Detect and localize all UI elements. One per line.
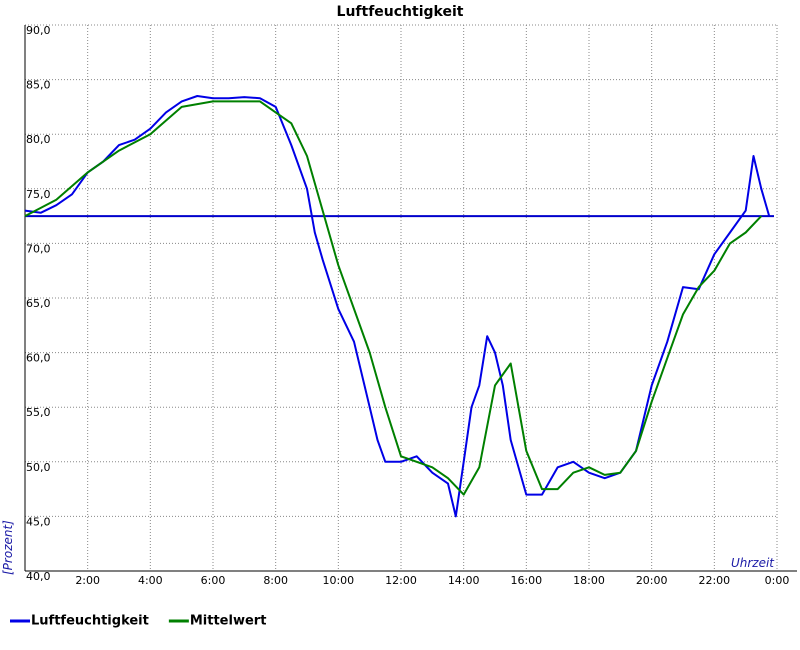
y-tick-label: 70,0 xyxy=(26,242,51,255)
grid xyxy=(24,24,797,572)
x-tick-label: 12:00 xyxy=(385,574,417,587)
legend-label: Mittelwert xyxy=(190,614,267,629)
y-tick-label: 85,0 xyxy=(26,79,51,92)
y-tick-label: 75,0 xyxy=(26,188,51,201)
x-tick-label: 4:00 xyxy=(138,574,163,587)
y-tick-label: 45,0 xyxy=(26,515,51,528)
x-tick-label: 10:00 xyxy=(322,574,354,587)
legend: Luftfeuchtigkeit Mittelwert xyxy=(10,614,266,629)
x-tick-label: 2:00 xyxy=(75,574,100,587)
x-axis-title: Uhrzeit xyxy=(731,556,775,570)
legend-label: Luftfeuchtigkeit xyxy=(31,614,149,629)
x-tick-label: 14:00 xyxy=(448,574,480,587)
y-axis-title: [Prozent] xyxy=(1,520,15,575)
y-tick-label: 80,0 xyxy=(26,133,51,146)
y-tick-label: 50,0 xyxy=(26,461,51,474)
y-tick-label: 90,0 xyxy=(26,24,51,37)
x-tick-label: 8:00 xyxy=(263,574,288,587)
chart-title: Luftfeuchtigkeit xyxy=(337,4,464,20)
plot-area xyxy=(24,95,774,518)
y-tick-label: 55,0 xyxy=(26,406,51,419)
x-tick-label: 16:00 xyxy=(510,574,542,587)
x-tick-label: 18:00 xyxy=(573,574,605,587)
y-tick-label: 40,0 xyxy=(26,570,51,583)
x-tick-label: 22:00 xyxy=(698,574,730,587)
y-tick-label: 60,0 xyxy=(26,352,51,365)
data-line xyxy=(24,100,763,496)
y-tick-label: 65,0 xyxy=(26,297,51,310)
data-line xyxy=(24,95,771,518)
tick-labels: 40,0 45,0 50,0 55,0 60,0 65,0 70,0 75,0 80,0 85,0… xyxy=(26,24,789,587)
x-tick-label: 20:00 xyxy=(636,574,668,587)
x-tick-label: 0:00 xyxy=(765,574,790,587)
x-tick-label: 6:00 xyxy=(201,574,226,587)
